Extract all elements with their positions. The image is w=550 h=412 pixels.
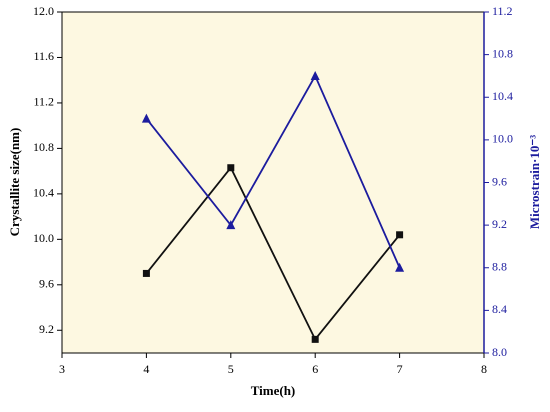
y2-tick-label: 10.8 (492, 46, 513, 60)
y-tick-label: 9.6 (39, 277, 54, 291)
y2-tick-label: 10.4 (492, 89, 513, 103)
y2-axis-label: Microstrain·10⁻³ (527, 135, 542, 229)
series-line (145, 73, 401, 269)
y-axis-label: Crystallite size(nm) (7, 128, 22, 237)
y-tick-label: 10.4 (33, 186, 54, 200)
y2-tick-label: 8.0 (492, 345, 507, 359)
point (310, 70, 320, 80)
y2-tick-label: 9.2 (492, 217, 507, 231)
point (395, 262, 405, 272)
point (141, 113, 151, 123)
x-tick-label: 7 (397, 362, 403, 376)
x-tick-label: 3 (59, 362, 65, 376)
y-tick-label: 10.8 (33, 140, 54, 154)
y2-tick-label: 8.4 (492, 302, 507, 316)
point (396, 231, 404, 239)
x-tick-label: 5 (228, 362, 234, 376)
y-tick-label: 10.0 (33, 231, 54, 245)
point (226, 220, 236, 230)
y-tick-label: 11.6 (33, 49, 54, 63)
y2-tick-label: 8.8 (492, 260, 507, 274)
y-tick-label: 11.2 (33, 95, 54, 109)
plot-background (62, 12, 484, 353)
series-line (145, 166, 401, 342)
x-tick-label: 8 (481, 362, 487, 376)
y2-tick-label: 10.0 (492, 132, 513, 146)
y-tick-label: 9.2 (39, 322, 54, 336)
y2-tick-label: 11.2 (492, 4, 513, 18)
x-tick-label: 6 (312, 362, 318, 376)
x-axis-label: Time(h) (251, 383, 296, 398)
y2-tick-label: 9.6 (492, 174, 507, 188)
point (227, 164, 235, 172)
point (311, 335, 319, 343)
x-tick-label: 4 (143, 362, 149, 376)
point (142, 269, 150, 277)
y-tick-label: 12.0 (33, 4, 54, 18)
